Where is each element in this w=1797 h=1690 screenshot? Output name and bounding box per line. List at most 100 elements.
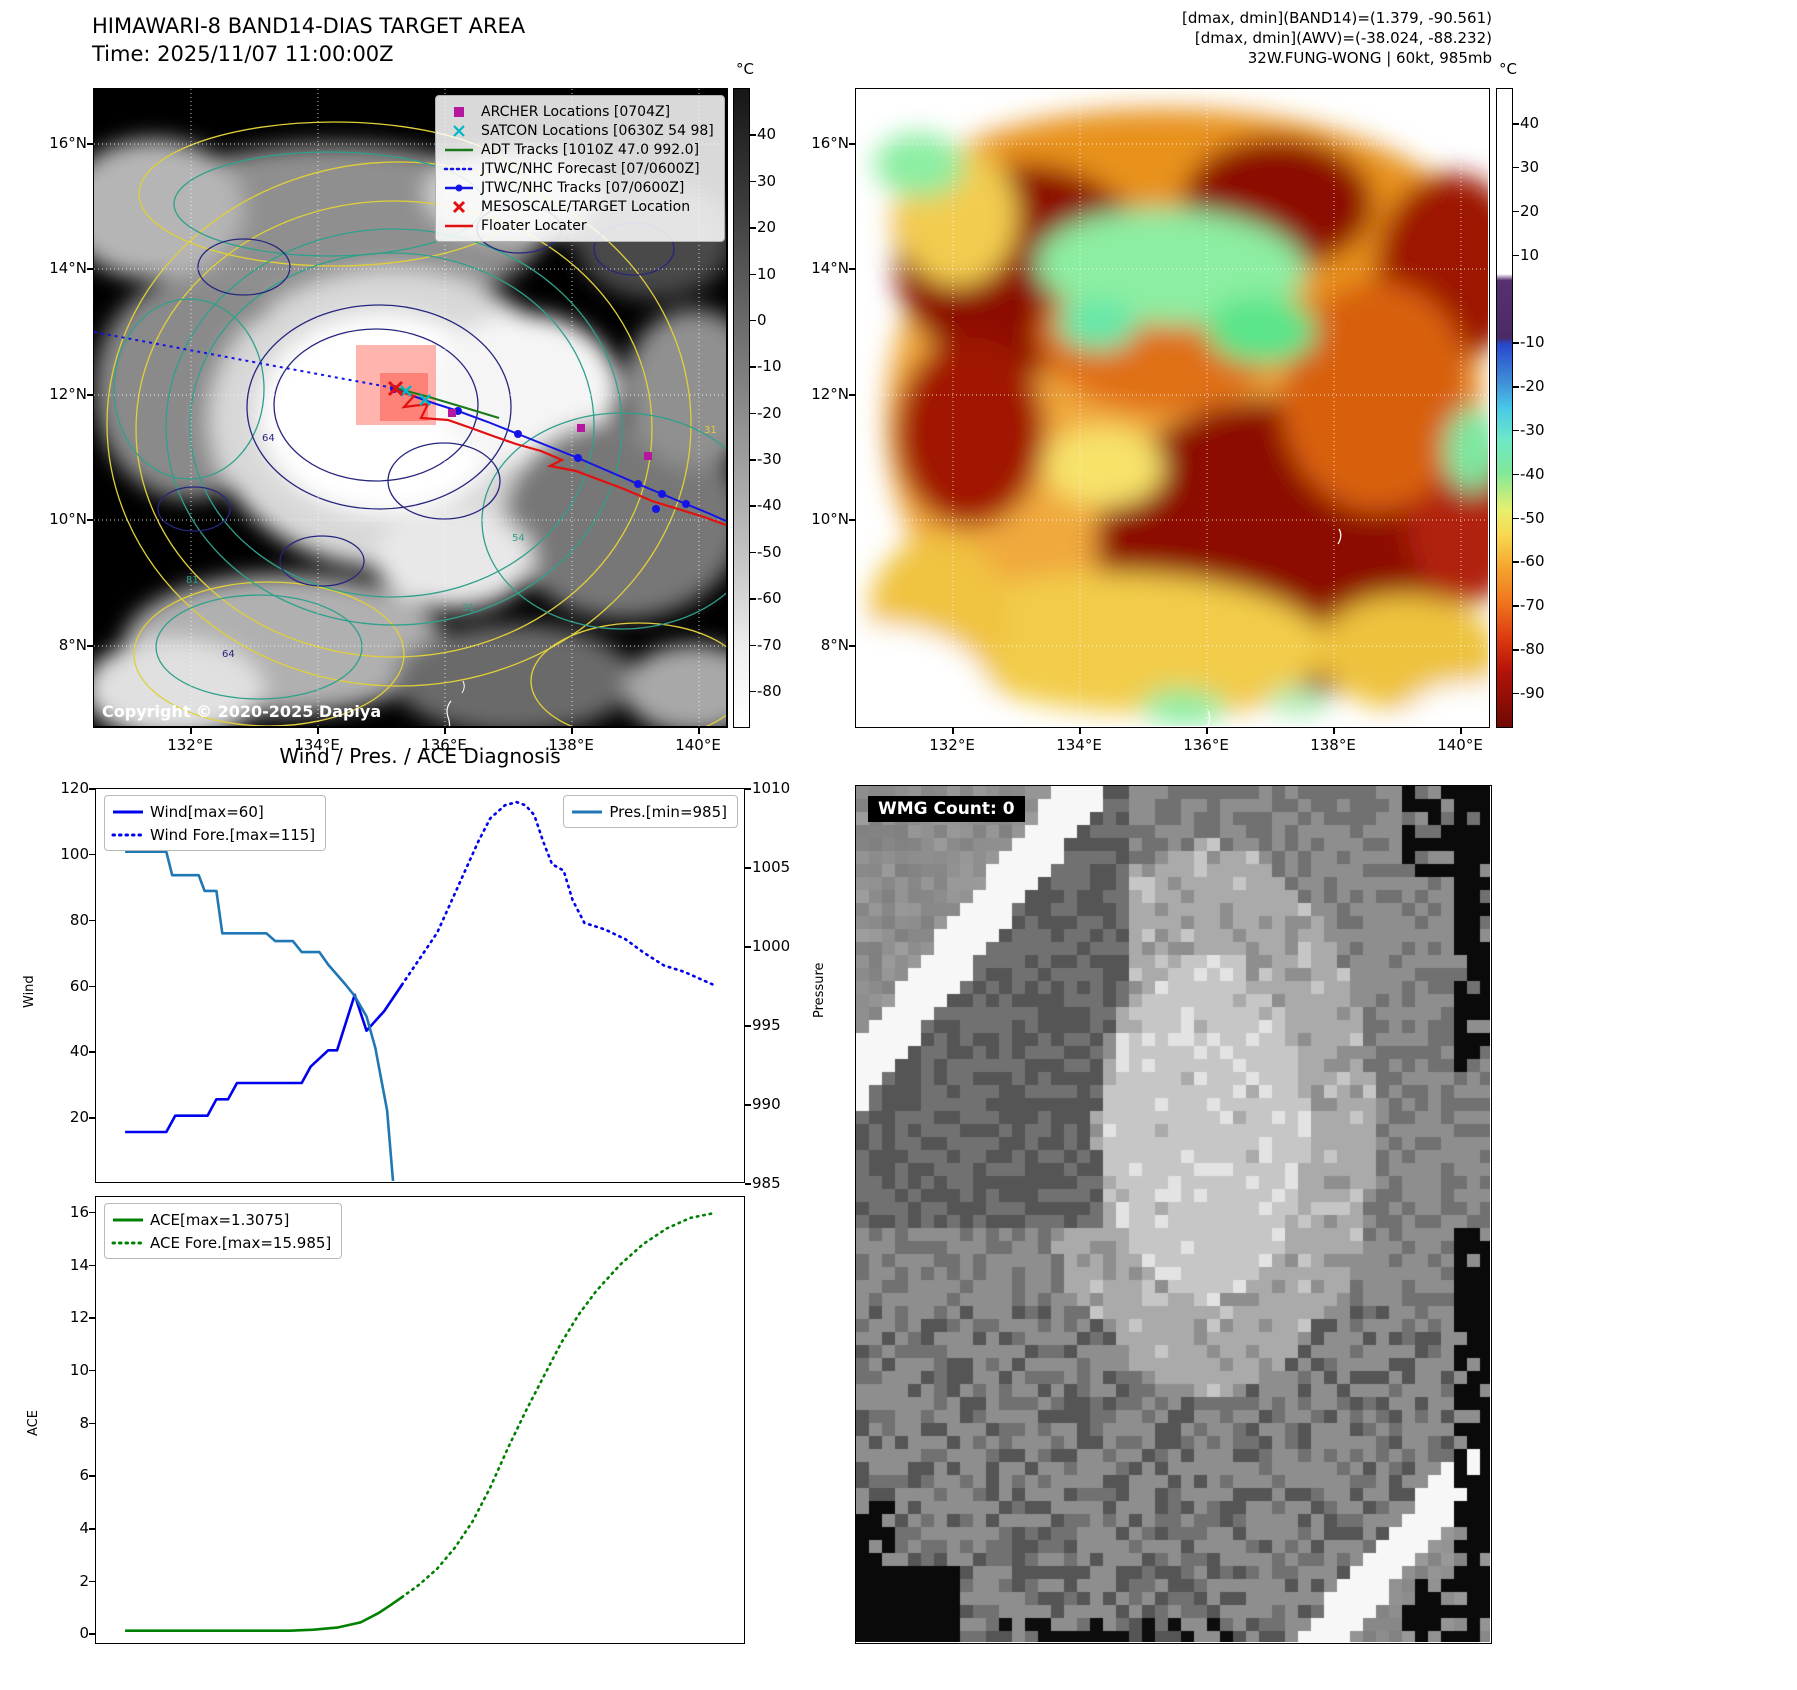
band14-colorbar-tick: 40	[757, 125, 777, 144]
pressure-axis-label: Pressure	[812, 962, 827, 1018]
awv-colorbar-tick: -90	[1520, 683, 1545, 702]
band14-colorbar	[733, 88, 750, 728]
chart1-svg-right-tickmark	[745, 788, 751, 790]
chart1-svg-right-tick: 1005	[752, 858, 791, 876]
chart2-svg-left-tick: 4	[79, 1519, 89, 1538]
map-legend-label: JTWC/NHC Tracks [07/0600Z]	[481, 179, 685, 196]
band14-colorbar-tick: 0	[757, 310, 767, 329]
wind-max-60--series	[125, 984, 403, 1134]
chart1-svg-left-tick: 40	[69, 1042, 89, 1061]
chart2-svg-left-tickmark	[89, 1580, 95, 1583]
map-legend-entry: ARCHER Locations [0704Z]	[442, 102, 714, 121]
awv-lat-tick: 8°N	[820, 636, 849, 654]
chart1-svg-right-tickmark	[745, 867, 751, 869]
awv-lat-tickmark	[849, 645, 855, 647]
ace-plot-area	[125, 1211, 716, 1633]
band14-colorbar-tick: 30	[757, 171, 777, 190]
solid-line-legend-icon	[113, 1218, 143, 1221]
diagnosis-title: Wind / Pres. / ACE Diagnosis	[279, 744, 561, 768]
chart-legend-entry: Wind[max=60]	[111, 800, 315, 823]
band14-lon-tick: 140°E	[675, 736, 721, 754]
awv-lon-tick: 134°E	[1056, 736, 1102, 754]
pres-min-985--series	[125, 850, 395, 1181]
band14-lat-tickmark	[87, 394, 93, 396]
awv-colorbar-tick: 40	[1520, 114, 1540, 133]
chart1-svg-left-tick: 80	[69, 910, 89, 929]
awv-lat-tickmark	[849, 394, 855, 396]
chart-legend-label: Pres.[min=985]	[609, 802, 727, 821]
contour-label: 64	[222, 649, 235, 660]
awv-lon-tickmark	[952, 728, 954, 734]
chart2-svg-left-tickmark	[89, 1317, 95, 1319]
chart-legend-entry: ACE[max=1.3075]	[111, 1208, 331, 1231]
band14-lon-tickmark	[571, 728, 573, 734]
chart-legend: ACE[max=1.3075] ACE Fore.[max=15.985]	[104, 1203, 343, 1259]
awv-colorbar-tickmark	[1513, 561, 1519, 563]
awv-satellite-image	[856, 89, 1488, 726]
band14-lon-tickmark	[444, 728, 446, 734]
ace-fore-max-15-985--series	[400, 1211, 716, 1599]
map-legend-label: Floater Locater	[481, 217, 587, 234]
map-legend-label: ARCHER Locations [0704Z]	[481, 103, 671, 120]
contour-label: 54	[512, 533, 525, 544]
awv-colorbar-tick: 10	[1520, 245, 1540, 264]
awv-colorbar-tick: -10	[1520, 333, 1545, 352]
band14-colorbar-tickmark	[750, 505, 756, 507]
line-marker-legend-marker-icon	[445, 184, 473, 191]
awv-lon-tick: 132°E	[929, 736, 975, 754]
ace-max-1-3075--series	[125, 1596, 403, 1633]
solid-line-legend-icon	[113, 810, 143, 813]
band14-lon-tickmark	[190, 728, 192, 734]
chart2-svg-left-tick: 10	[69, 1360, 89, 1379]
awv-colorbar-tickmark	[1513, 649, 1519, 651]
wmg-panel: WMG Count: 0	[855, 785, 1492, 1644]
awv-colorbar-tickmark	[1513, 605, 1519, 607]
copyright-text: Copyright © 2020-2025 Dapiya	[102, 702, 382, 721]
line-legend-marker-icon	[445, 148, 473, 151]
wind-pressure-chart: Wind[max=60] Wind Fore.[max=115] Pres.[min…	[95, 788, 745, 1183]
awv-colorbar-tick: -50	[1520, 508, 1545, 527]
chart1-svg-left-tickmark	[89, 1117, 95, 1119]
map-legend-label: SATCON Locations [0630Z 54 98]	[481, 122, 714, 139]
x-legend-marker-icon	[453, 124, 465, 137]
chart1-svg-left-tickmark	[89, 853, 95, 856]
chart1-svg-right-tickmark	[745, 946, 751, 948]
chart-legend-label: ACE[max=1.3075]	[150, 1210, 290, 1229]
line-legend-marker-icon	[445, 224, 473, 227]
band14-colorbar-tickmark	[750, 459, 756, 461]
awv-colorbar-unit: °C	[1499, 60, 1517, 78]
map-legend-entry: JTWC/NHC Tracks [07/0600Z]	[442, 178, 714, 197]
map-legend-entry: Floater Locater	[442, 216, 714, 235]
awv-colorbar-tick: 30	[1520, 157, 1540, 176]
awv-lon-tickmark	[1333, 728, 1335, 734]
awv-header-line-3: 32W.FUNG-WONG | 60kt, 985mb	[1247, 49, 1492, 67]
awv-satellite-map	[855, 88, 1490, 728]
chart1-svg-left-tick: 120	[60, 779, 89, 797]
awv-lon-tickmark	[1460, 728, 1462, 734]
awv-colorbar-tick: -70	[1520, 596, 1545, 615]
band14-lon-tick: 136°E	[421, 736, 467, 754]
band14-colorbar-tick: -30	[757, 450, 782, 468]
chart1-svg-right-tickmark	[745, 1183, 751, 1185]
chart1-svg-left-tickmark	[89, 919, 95, 922]
awv-colorbar-tick: -20	[1520, 377, 1545, 396]
wmg-pixel-image	[856, 786, 1490, 1642]
band14-time-label: Time: 2025/11/07 11:00:00Z	[92, 42, 394, 66]
awv-colorbar-tickmark	[1513, 692, 1519, 695]
band14-lat-tickmark	[87, 143, 93, 145]
chart-legend-label: Wind Fore.[max=115]	[150, 825, 316, 844]
map-legend-entry: ADT Tracks [1010Z 47.0 992.0]	[442, 140, 714, 159]
band14-lat-tickmark	[87, 519, 93, 521]
contour-label: 31	[462, 603, 475, 614]
dotted-line-legend-icon	[111, 833, 145, 836]
band14-lat-tick: 14°N	[49, 259, 87, 277]
chart-legend-entry: Wind Fore.[max=115]	[111, 823, 315, 846]
chart1-svg-left-tick: 100	[60, 844, 89, 863]
chart2-svg-left-tick: 6	[79, 1466, 89, 1485]
chart1-svg-left-tick: 20	[69, 1108, 89, 1127]
chart2-svg-left-tick: 8	[79, 1413, 89, 1432]
chart-legend-label: ACE Fore.[max=15.985]	[150, 1233, 332, 1252]
awv-colorbar-tick: -40	[1520, 464, 1545, 483]
wind-fore-max-115--series	[400, 800, 716, 987]
